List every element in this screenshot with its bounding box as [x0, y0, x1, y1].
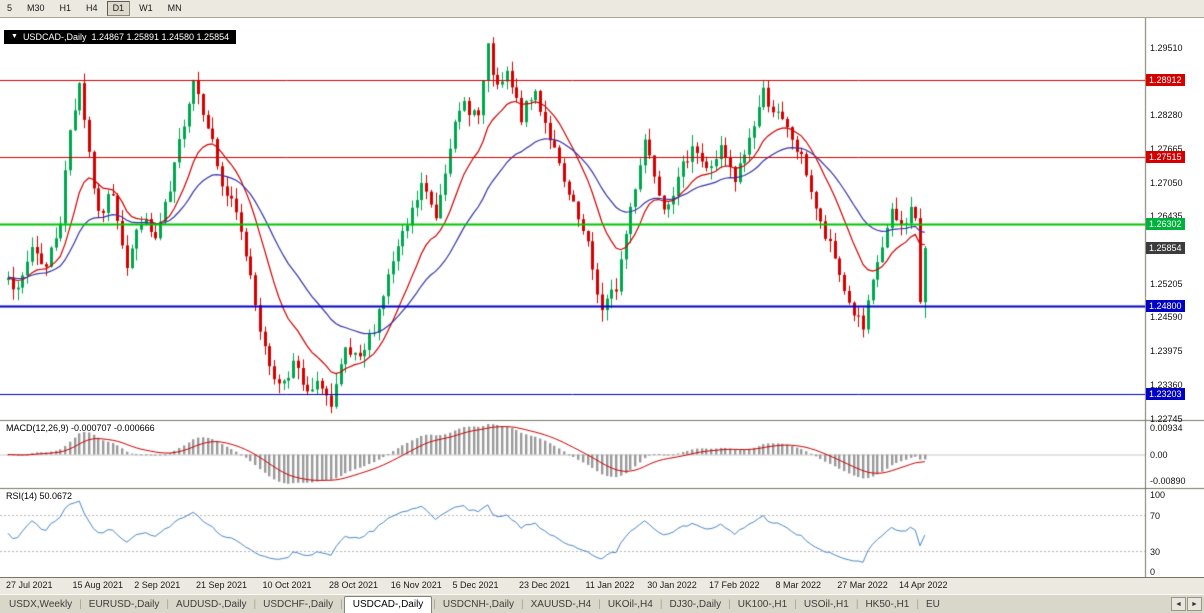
date-axis-label: 11 Jan 2022: [585, 580, 635, 590]
price-axis-tick: 1.23975: [1150, 346, 1183, 357]
symbol-tab-ukoil[interactable]: UKOil-,H4: [607, 598, 653, 610]
date-axis-label: 17 Feb 2022: [709, 580, 760, 590]
timeframe-button-w1[interactable]: W1: [139, 3, 153, 13]
date-axis-label: 2 Sep 2021: [134, 580, 181, 590]
date-axis-label: 28 Oct 2021: [329, 580, 379, 590]
tab-separator: |: [916, 598, 919, 610]
tab-separator: |: [794, 598, 797, 610]
date-axis-label: 14 Apr 2022: [899, 580, 948, 590]
date-axis-label: 27 Mar 2022: [837, 580, 888, 590]
timeframe-button-mn[interactable]: MN: [167, 3, 182, 13]
rsi-axis-tick: 0: [1150, 567, 1156, 577]
rsi-indicator-label: RSI(14) 50.0672: [6, 491, 73, 501]
symbol-tab-uk100[interactable]: UK100-,H1: [737, 598, 788, 610]
date-axis-label: 10 Oct 2021: [262, 580, 312, 590]
macd-axis-tick: -0.00890: [1150, 476, 1186, 486]
timeframe-button-h1[interactable]: H1: [59, 3, 72, 13]
symbol-tab-xauusd[interactable]: XAUUSD-,H4: [530, 598, 592, 610]
date-axis-label: 15 Aug 2021: [72, 580, 124, 590]
rsi-axis-tick: 100: [1150, 490, 1166, 500]
tab-separator: |: [855, 598, 859, 610]
tab-separator: |: [340, 598, 343, 610]
tab-scroll-left-icon[interactable]: ◄: [1171, 597, 1186, 611]
price-axis-tick: 1.23360: [1150, 379, 1183, 390]
rsi-axis-tick: 70: [1150, 511, 1161, 522]
tab-separator: |: [521, 598, 524, 610]
symbol-tab-audusd[interactable]: AUDUSD-,Daily: [175, 598, 247, 610]
price-axis-tick: 1.27665: [1150, 143, 1183, 154]
tab-separator: |: [598, 598, 601, 610]
symbol-tab-usdchf[interactable]: USDCHF-,Daily: [263, 598, 334, 610]
symbol-tab-bar: USDX,Weekly | EURUSD-,Daily | AUDUSD-,Daily |…: [0, 594, 1204, 613]
macd-axis-tick: 0.00: [1150, 449, 1168, 460]
date-axis-label: 21 Sep 2021: [196, 580, 248, 590]
tab-separator: |: [166, 598, 169, 610]
tab-separator: |: [728, 598, 731, 610]
symbol-tab-strip: USDX,Weekly | EURUSD-,Daily | AUDUSD-,Daily |…: [0, 595, 1170, 613]
price-axis-tick: 1.29510: [1150, 42, 1183, 53]
tab-separator: |: [79, 598, 82, 610]
price-axis-tick: 1.25205: [1150, 278, 1183, 289]
chart-menu-icon[interactable]: ▼: [11, 33, 18, 40]
symbol-tab-dj30[interactable]: DJ30-,Daily: [669, 598, 722, 610]
rsi-axis-tick: 30: [1150, 546, 1161, 557]
price-level-badge: 1.24800: [1146, 299, 1185, 312]
symbol-tab-usdcnh[interactable]: USDCNH-,Daily: [442, 598, 515, 610]
symbol-tab-usdx[interactable]: USDX,Weekly: [9, 598, 73, 610]
timeframe-button-m30[interactable]: M30: [27, 3, 45, 13]
symbol-tab-eu[interactable]: EU: [925, 598, 940, 610]
date-axis-label: 30 Jan 2022: [647, 580, 697, 590]
symbol-tab-usdcad[interactable]: USDCAD-,Daily: [343, 595, 433, 613]
symbol-tab-eurusd[interactable]: EURUSD-,Daily: [88, 598, 160, 610]
tab-separator: |: [253, 598, 257, 610]
price-axis-tick: 1.22745: [1150, 413, 1183, 424]
chart-title-strip: ▼ USDCAD-,Daily 1.24867 1.25891 1.24580 …: [4, 30, 237, 44]
price-level-badge: 1.27515: [1146, 151, 1185, 164]
tab-separator: |: [659, 598, 663, 610]
price-level-badge: 1.28912: [1146, 74, 1185, 87]
chart-ohlc-values: 1.24867 1.25891 1.24580 1.25854: [91, 32, 230, 42]
price-level-badge: 1.26302: [1146, 217, 1185, 230]
date-axis-label: 27 Jul 2021: [6, 580, 53, 590]
tab-separator: |: [433, 598, 436, 610]
price-axis-tick: 1.27050: [1150, 177, 1183, 188]
date-axis-label: 23 Dec 2021: [519, 580, 571, 590]
timeframe-button-h4[interactable]: H4: [86, 3, 98, 13]
timeframe-button-d1[interactable]: D1: [106, 1, 131, 16]
date-axis-label: 5 Dec 2021: [452, 580, 499, 590]
chart-symbol-title: USDCAD-,Daily: [22, 32, 87, 42]
macd-indicator-label: MACD(12,26,9) -0.000707 -0.000666: [6, 423, 155, 433]
price-level-badge: 1.23203: [1146, 387, 1185, 400]
date-axis-label: 8 Mar 2022: [775, 580, 822, 590]
price-axis-tick: 1.24590: [1150, 312, 1183, 323]
symbol-tab-usoil[interactable]: USOil-,H1: [803, 598, 849, 610]
price-axis-tick: 1.26435: [1150, 211, 1183, 222]
symbol-tab-hk50[interactable]: HK50-,H1: [865, 598, 910, 610]
date-axis[interactable]: 27 Jul 2021 15 Aug 2021 2 Sep 2021 21 Sep 2…: [0, 577, 1204, 594]
macd-axis-tick: 0.00934: [1150, 423, 1183, 433]
price-level-badge: 1.25854: [1146, 242, 1185, 255]
price-chart-canvas[interactable]: [0, 18, 1204, 577]
price-axis-tick: 1.28280: [1150, 110, 1183, 121]
timeframe-button-5[interactable]: 5: [7, 3, 13, 13]
timeframe-toolbar: 5 M30 H1 H4 D1 W1 MN: [0, 0, 1204, 18]
tab-scroll-right-icon[interactable]: ►: [1187, 597, 1202, 611]
date-axis-label: 16 Nov 2021: [390, 580, 442, 590]
tab-scroll-arrows: ◄ ►: [1171, 597, 1202, 611]
